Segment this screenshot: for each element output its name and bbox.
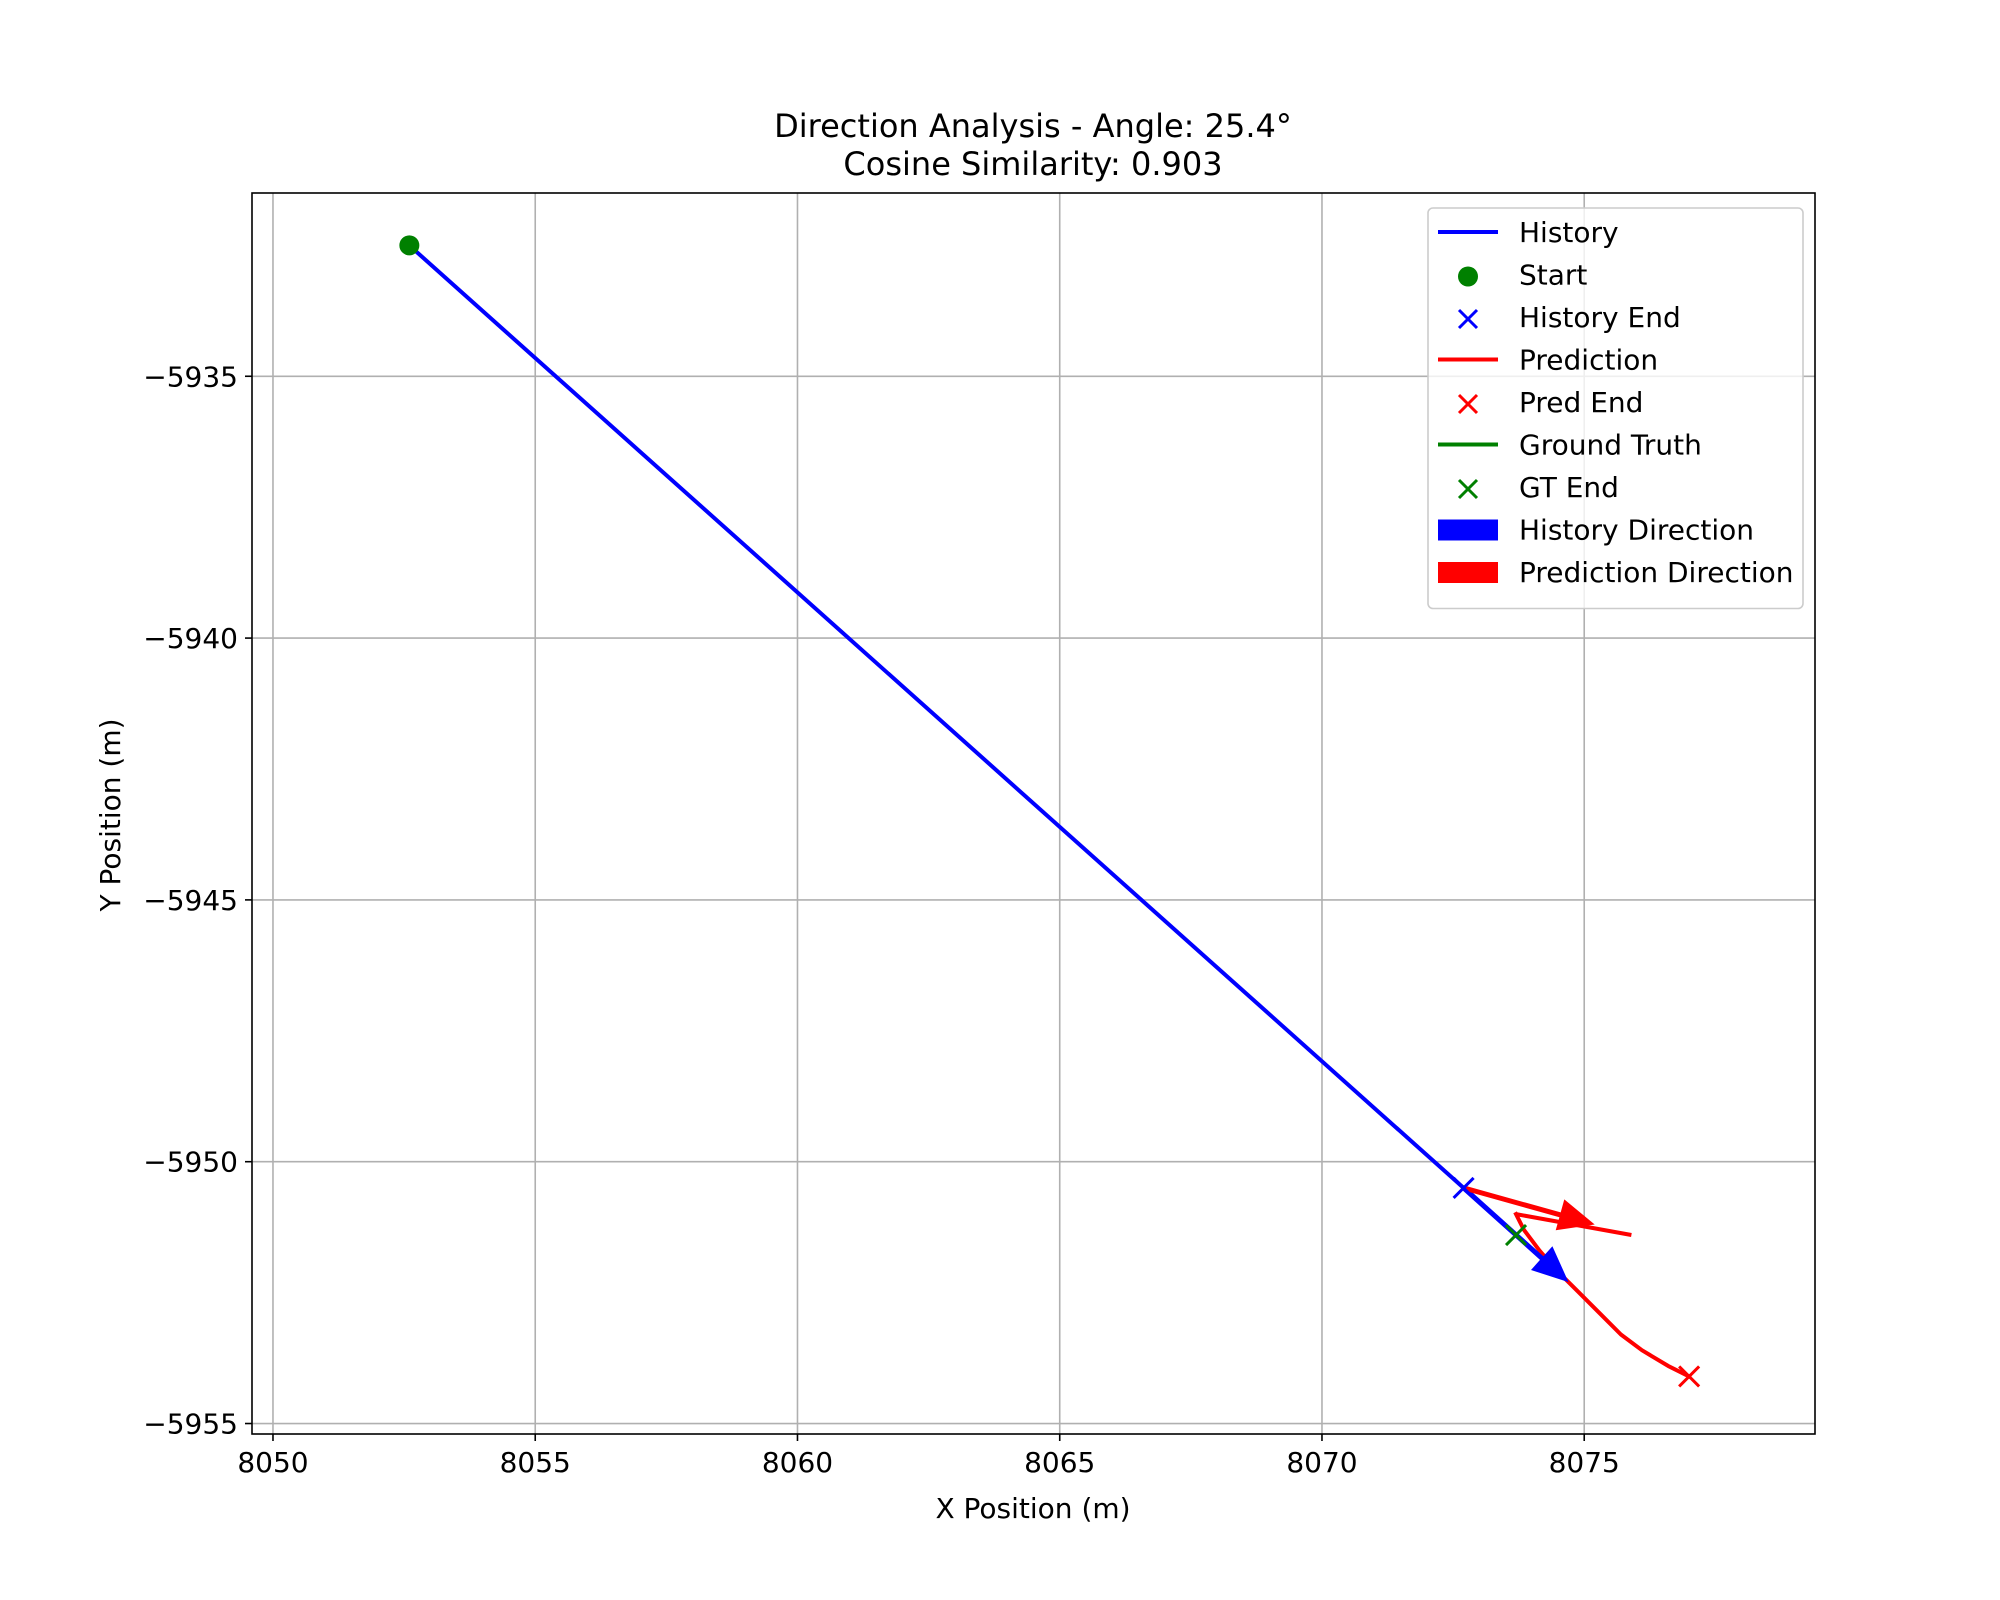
- legend-label: History End: [1519, 301, 1681, 334]
- x-axis-label: X Position (m): [935, 1492, 1130, 1525]
- legend-item-ground-truth: Ground Truth: [1438, 429, 1702, 462]
- x-tick-label: 8070: [1286, 1446, 1357, 1479]
- y-tick-label: −5940: [143, 622, 238, 655]
- legend-swatch: [1438, 562, 1498, 583]
- y-tick-label: −5950: [143, 1146, 238, 1179]
- legend-item-prediction-direction: Prediction Direction: [1438, 556, 1794, 589]
- legend-box: [1427, 207, 1804, 610]
- prediction-line: [1513, 1211, 1692, 1380]
- plot-frame: [251, 192, 1816, 1435]
- legend-swatch: [1438, 519, 1498, 541]
- legend-swatch: [1457, 308, 1479, 330]
- legend-label: Start: [1519, 259, 1587, 292]
- legend-label: Prediction: [1519, 344, 1658, 377]
- legend-item-history-direction: History Direction: [1438, 514, 1754, 547]
- y-tick-label: −5935: [143, 360, 238, 393]
- legend-swatch: [1458, 266, 1478, 287]
- legend-item-prediction: Prediction: [1438, 344, 1658, 377]
- legend-swatch: [1457, 478, 1479, 500]
- legend: History Start History End Prediction Pred En…: [1427, 207, 1804, 610]
- x-tick-label: 8065: [1024, 1446, 1095, 1479]
- legend-label: GT End: [1519, 471, 1619, 504]
- plot-data: [399, 235, 1701, 1388]
- history-end-marker: [1452, 1176, 1475, 1199]
- legend-item-gt-end: GT End: [1457, 471, 1619, 504]
- prediction-direction-arrow: [1462, 1185, 1595, 1231]
- x-tick-label: 8060: [762, 1446, 833, 1479]
- y-tick-label: −5955: [143, 1408, 238, 1441]
- legend-item-history-end: History End: [1457, 301, 1681, 334]
- start-marker: [399, 235, 420, 256]
- legend-label: History Direction: [1519, 514, 1754, 547]
- gt-end-marker: [1504, 1223, 1528, 1247]
- history-line: [406, 242, 1467, 1191]
- pred-end-marker: [1678, 1365, 1701, 1388]
- legend-swatch: [1457, 393, 1479, 415]
- chart-subtitle: Cosine Similarity: 0.903: [843, 145, 1222, 183]
- legend-label: History: [1519, 216, 1619, 249]
- x-tick-label: 8055: [500, 1446, 571, 1479]
- x-tick-label: 8050: [237, 1446, 308, 1479]
- legend-label: Pred End: [1519, 386, 1643, 419]
- grid-lines: [252, 193, 1815, 1434]
- legend-label: Ground Truth: [1519, 429, 1702, 462]
- legend-label: Prediction Direction: [1519, 556, 1794, 589]
- y-tick-label: −5945: [143, 884, 238, 917]
- y-axis-label: Y Position (m): [94, 718, 127, 912]
- chart-title: Direction Analysis - Angle: 25.4°: [774, 107, 1292, 145]
- legend-item-pred-end: Pred End: [1457, 386, 1643, 419]
- legend-item-start: Start: [1458, 259, 1587, 292]
- x-tick-label: 8075: [1549, 1446, 1620, 1479]
- legend-item-history: History: [1438, 216, 1619, 249]
- axis-ticks: 8050 8055 8060 8065 8070 8075 −5935 −5940 −5945 −…: [143, 360, 1620, 1479]
